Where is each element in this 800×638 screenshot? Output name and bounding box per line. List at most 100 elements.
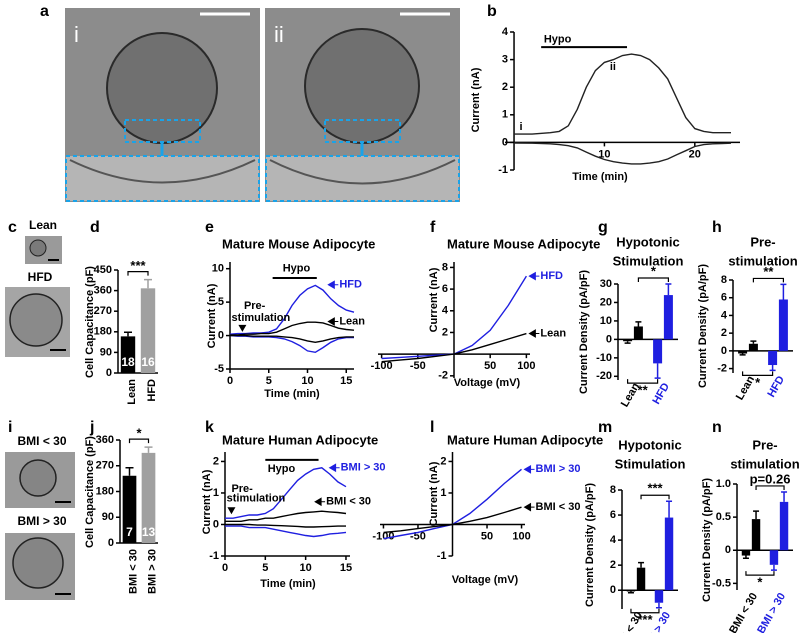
error-bar bbox=[124, 331, 132, 337]
panel-label: a bbox=[40, 3, 49, 20]
error-bar bbox=[627, 591, 634, 594]
error-bar bbox=[770, 564, 777, 571]
series-label: BMI > 30 bbox=[341, 462, 386, 474]
trace bbox=[225, 510, 347, 522]
x-tick-label: 15 bbox=[340, 562, 352, 574]
onset-arrow bbox=[227, 507, 236, 515]
y-tick-label: 4 bbox=[442, 305, 449, 317]
error-bar bbox=[144, 446, 153, 453]
bar bbox=[769, 550, 779, 565]
y-axis-label: Current Density (pA/pF) bbox=[697, 264, 709, 388]
y-tick-label: 180 bbox=[94, 326, 112, 338]
y-tick-label: 4 bbox=[721, 309, 728, 321]
label-arrow bbox=[523, 502, 535, 512]
image-label: BMI < 30 bbox=[17, 434, 66, 448]
panel-label: f bbox=[430, 219, 436, 236]
x-axis-label: Time (min) bbox=[260, 578, 316, 590]
y-tick-label: 0 bbox=[106, 367, 112, 379]
error-bar bbox=[624, 341, 631, 344]
category-label: Lean bbox=[734, 374, 757, 402]
chart-title: Stimulation bbox=[615, 456, 686, 471]
y-axis-label: Current Density (pA/pF) bbox=[701, 478, 713, 602]
chart-title: Pre- bbox=[750, 234, 775, 249]
micrograph-i: i bbox=[65, 8, 260, 202]
trace bbox=[225, 467, 347, 519]
x-tick-label: 50 bbox=[481, 530, 493, 542]
y-tick-label: 0 bbox=[502, 136, 508, 148]
y-tick-label: 90 bbox=[102, 511, 114, 523]
sig-bracket bbox=[640, 494, 670, 500]
y-tick-label: 360 bbox=[94, 285, 112, 297]
y-axis-label: Current (nA) bbox=[428, 461, 440, 526]
y-axis-label: Current (nA) bbox=[428, 267, 440, 332]
panel-label: j bbox=[89, 419, 94, 436]
y-tick-label: 1.0 bbox=[716, 478, 731, 490]
panel-label: l bbox=[430, 419, 434, 436]
annotation: ii bbox=[610, 61, 616, 73]
sig-bracket bbox=[755, 485, 785, 490]
x-axis-label: Voltage (mV) bbox=[454, 377, 521, 389]
image-label: Lean bbox=[29, 218, 57, 232]
error-bar bbox=[655, 602, 662, 609]
sig-bracket bbox=[630, 608, 660, 614]
error-bar bbox=[742, 555, 749, 559]
bar bbox=[738, 350, 748, 354]
bar bbox=[748, 343, 758, 351]
x-tick-label: -50 bbox=[410, 360, 426, 372]
micrograph-lean bbox=[25, 236, 62, 264]
bar bbox=[623, 339, 633, 342]
error-bar bbox=[665, 283, 672, 296]
sig-bracket bbox=[127, 271, 149, 276]
y-tick-label: -2 bbox=[717, 362, 727, 374]
n-label: 16 bbox=[141, 355, 155, 369]
y-tick-label: 0 bbox=[610, 584, 616, 596]
panel-label: i bbox=[8, 419, 12, 436]
category-label: BMI < 30 bbox=[727, 591, 760, 633]
image-label: HFD bbox=[28, 270, 53, 284]
error-bar bbox=[654, 363, 661, 379]
y-axis-label: Current (nA) bbox=[206, 283, 218, 348]
y-axis-label: Current Density (pA/pF) bbox=[578, 270, 590, 394]
category-label: BMI > 30 bbox=[146, 549, 158, 594]
x-tick-label: 0 bbox=[227, 375, 233, 387]
y-tick-label: -5 bbox=[214, 363, 224, 375]
x-tick-label: 20 bbox=[689, 148, 701, 160]
bar bbox=[741, 550, 751, 556]
trace bbox=[381, 332, 527, 363]
chart-title: stimulation bbox=[728, 253, 797, 268]
x-tick-label: 100 bbox=[517, 360, 535, 372]
y-tick-label: 90 bbox=[100, 346, 112, 358]
y-tick-label: -2 bbox=[438, 370, 448, 382]
sig-label: * bbox=[651, 263, 657, 278]
x-tick-label: 0 bbox=[222, 562, 228, 574]
label-arrow bbox=[528, 271, 540, 281]
label-arrow bbox=[328, 463, 340, 473]
micrograph-bmi-low bbox=[5, 452, 75, 508]
micrograph-hfd bbox=[5, 287, 70, 357]
x-tick-label: -100 bbox=[372, 530, 394, 542]
category-label: BMI > 30 bbox=[755, 591, 788, 633]
n-label: 13 bbox=[142, 525, 156, 539]
y-tick-label: 2 bbox=[440, 455, 446, 467]
y-tick-label: 2 bbox=[502, 81, 508, 93]
chart-title: Mature Human Adipocyte bbox=[447, 432, 603, 447]
y-axis-label: Current (nA) bbox=[470, 67, 482, 132]
error-bar bbox=[753, 510, 760, 520]
category-label: HFD bbox=[765, 374, 787, 400]
y-tick-label: -1 bbox=[437, 550, 447, 562]
series-label: BMI > 30 bbox=[536, 463, 581, 475]
image-label: ii bbox=[274, 22, 284, 47]
sig-bracket bbox=[637, 277, 669, 282]
series-label: HFD bbox=[540, 270, 563, 282]
bar bbox=[636, 567, 646, 591]
trace bbox=[225, 523, 346, 528]
y-tick-label: -1 bbox=[498, 164, 508, 176]
y-tick-label: -1 bbox=[209, 550, 219, 562]
y-tick-label: 30 bbox=[600, 278, 612, 290]
panel-label: h bbox=[712, 219, 722, 236]
y-tick-label: 180 bbox=[96, 485, 114, 497]
y-tick-label: 6 bbox=[610, 509, 616, 521]
y-axis-label: Cell Capacitance (pF) bbox=[84, 436, 96, 548]
y-axis-label: Current Density (pA/pF) bbox=[584, 483, 596, 607]
